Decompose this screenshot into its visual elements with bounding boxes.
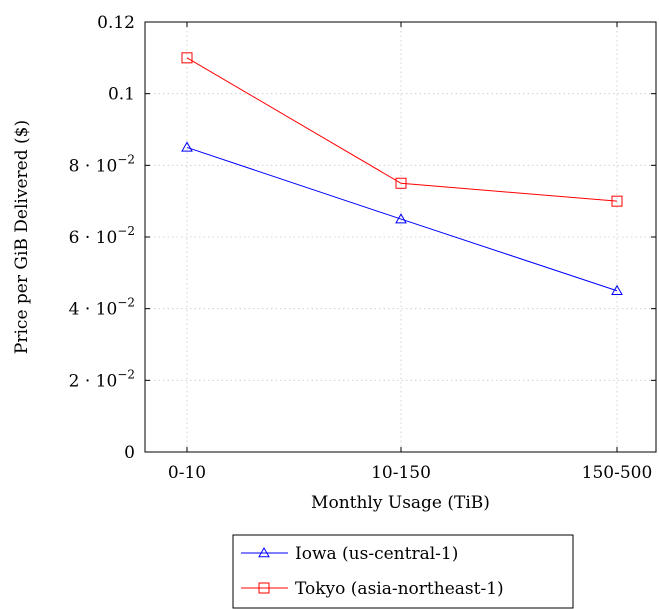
- legend-box: [232, 534, 574, 609]
- grid: [145, 21, 656, 453]
- series-iowa: [181, 141, 623, 295]
- series: [181, 52, 623, 295]
- y-tick-label: 0.12: [97, 13, 135, 33]
- y-tick-label: 0.1: [108, 85, 135, 105]
- axis-ticks: 0-10 10-150 150-500 0 2 · 10−2 4 · 10−2 6 · 10…: [69, 13, 656, 483]
- data-point: [611, 284, 623, 295]
- legend-label: Tokyo (asia-northeast-1): [295, 579, 504, 599]
- y-tick-label: 2 · 10−2: [69, 367, 135, 391]
- series-tokyo: [181, 52, 623, 207]
- data-point: [395, 213, 407, 224]
- legend-marker: [258, 582, 270, 594]
- legend-label: Iowa (us-central-1): [295, 544, 458, 564]
- x-tick-label: 0-10: [168, 463, 206, 483]
- series-line: [186, 146, 618, 292]
- legend: Iowa (us-central-1) Tokyo (asia-northeast…: [232, 534, 574, 609]
- legend-entry: Tokyo (asia-northeast-1): [241, 579, 504, 599]
- series-line: [186, 57, 618, 202]
- x-tick-label: 150-500: [582, 463, 653, 483]
- y-tick-label: 8 · 10−2: [69, 152, 135, 176]
- x-axis-label: Monthly Usage (TiB): [311, 493, 490, 513]
- y-tick-label: 4 · 10−2: [69, 296, 135, 320]
- x-tick-label: 10-150: [371, 463, 431, 483]
- data-point: [611, 195, 623, 207]
- y-axis-label: Price per GiB Delivered ($): [12, 120, 32, 354]
- data-point: [181, 52, 193, 64]
- legend-entry: Iowa (us-central-1): [241, 544, 458, 564]
- data-point: [181, 141, 193, 152]
- y-tick-label: 6 · 10−2: [69, 224, 135, 248]
- y-tick-label: 0: [124, 443, 135, 463]
- legend-marker: [258, 546, 270, 558]
- data-point: [395, 177, 407, 189]
